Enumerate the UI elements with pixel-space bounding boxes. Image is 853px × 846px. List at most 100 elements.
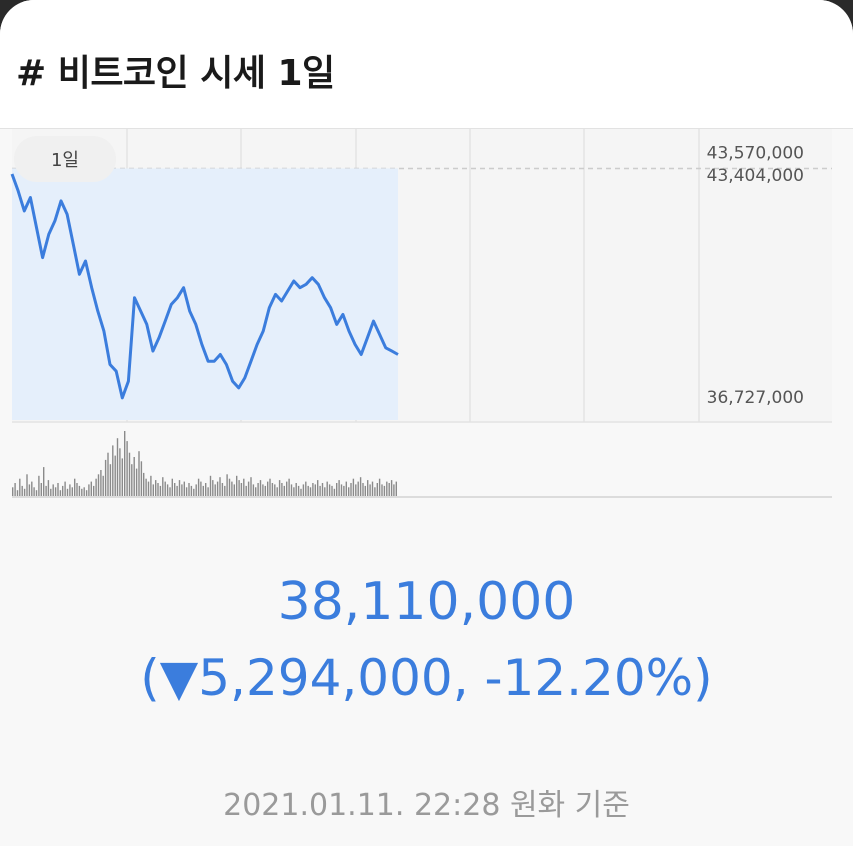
volume-bar xyxy=(336,483,338,496)
volume-bar xyxy=(386,481,388,496)
volume-bar xyxy=(269,478,271,496)
volume-bar xyxy=(209,475,212,496)
volume-bar xyxy=(50,488,52,496)
volume-bar xyxy=(252,484,255,496)
volume-bar xyxy=(171,478,173,496)
volume-bar xyxy=(76,483,78,496)
volume-bar xyxy=(131,464,133,496)
volume-bar xyxy=(190,485,193,496)
volume-bar xyxy=(102,475,104,496)
volume-bar xyxy=(128,452,131,496)
volume-bar xyxy=(297,485,300,496)
volume-bar xyxy=(212,480,214,496)
volume-bar xyxy=(31,481,33,496)
volume-bar xyxy=(317,480,319,496)
volume-bar xyxy=(221,483,224,496)
volume-bar xyxy=(88,484,90,496)
volume-bar xyxy=(362,483,364,496)
period-chip-label[interactable]: 1일 xyxy=(51,150,79,171)
volume-bar xyxy=(250,477,252,496)
volume-bar xyxy=(243,478,245,496)
y-tick-label: 43,404,000 xyxy=(707,166,804,186)
volume-bar xyxy=(290,484,293,496)
volume-bar xyxy=(314,484,316,496)
volume-bar xyxy=(26,474,28,496)
volume-bar xyxy=(321,483,324,496)
volume-bar xyxy=(326,481,328,496)
volume-bar xyxy=(174,483,176,496)
volume-bar xyxy=(81,488,83,496)
chart-area xyxy=(10,168,399,420)
volume-bar xyxy=(43,467,45,496)
volume-bar xyxy=(259,480,262,496)
volume-bar xyxy=(345,481,347,496)
volume-bar xyxy=(159,485,162,496)
volume-bar xyxy=(157,483,159,496)
volume-bar xyxy=(348,487,350,496)
volume-bar xyxy=(214,484,216,496)
volume-bar xyxy=(307,485,309,496)
volume-bar xyxy=(302,484,305,496)
volume-bar xyxy=(66,488,69,496)
volume-bar xyxy=(283,485,285,496)
volume-bar xyxy=(100,470,102,496)
volume-bar xyxy=(74,478,76,496)
volume-bar xyxy=(145,478,147,496)
volume-bar xyxy=(219,477,221,496)
volume-bar xyxy=(328,484,331,496)
volume-bar xyxy=(355,484,357,496)
volume-bar xyxy=(126,441,128,496)
volume-bar xyxy=(257,483,259,496)
price-line xyxy=(10,173,399,400)
price-change: (▼5,294,000, -12.20%) xyxy=(140,649,713,707)
volume-bar xyxy=(224,485,226,496)
chart-fill xyxy=(12,168,398,420)
volume-bar xyxy=(152,484,154,496)
volume-bar xyxy=(114,455,116,496)
volume-bar xyxy=(155,480,157,496)
volume-bar xyxy=(305,481,307,496)
volume-bar xyxy=(143,472,145,496)
y-tick-label: 36,727,000 xyxy=(707,388,804,408)
volume-bar xyxy=(295,483,297,496)
volume-bar xyxy=(57,483,59,496)
volume-bar xyxy=(247,481,250,496)
volume-bar xyxy=(281,483,283,496)
volume-bar xyxy=(338,480,340,496)
volume-bar xyxy=(124,431,126,496)
volume-bar xyxy=(319,485,321,496)
volume-bar xyxy=(62,485,64,496)
page-title: # 비트코인 시세 1일 xyxy=(16,53,335,94)
volume-bar xyxy=(207,487,209,496)
volume-bar xyxy=(71,487,73,496)
volume-bar xyxy=(78,485,81,496)
volume-bar xyxy=(271,483,274,496)
volume-bar xyxy=(40,483,42,496)
volume-bar xyxy=(352,478,355,496)
volume-bar xyxy=(286,481,288,496)
volume-bar xyxy=(83,487,85,496)
header: # 비트코인 시세 1일 xyxy=(0,0,853,129)
volume-bar xyxy=(278,480,281,496)
volume-bar xyxy=(21,485,23,496)
volume-bar xyxy=(147,481,150,496)
volume-bar xyxy=(333,488,336,496)
volume-bar xyxy=(197,478,200,496)
volume-bar xyxy=(233,484,235,496)
volume-bar xyxy=(381,484,383,496)
volume-bar xyxy=(59,490,62,496)
volume-bar xyxy=(90,481,92,496)
volume-bar xyxy=(95,478,97,496)
volume-bar xyxy=(390,480,393,496)
volume-bar xyxy=(371,481,374,496)
period-chip[interactable]: 1일 xyxy=(14,136,116,182)
volume-bar xyxy=(107,452,109,496)
volume-bar xyxy=(93,485,95,496)
volume-bar xyxy=(150,475,152,496)
timestamp: 2021.01.11. 22:28 원화 기준 xyxy=(223,788,630,823)
volume-bar xyxy=(33,487,35,496)
volume-bar xyxy=(393,484,395,496)
volume-bar xyxy=(205,483,207,496)
volume-bar xyxy=(109,464,112,496)
